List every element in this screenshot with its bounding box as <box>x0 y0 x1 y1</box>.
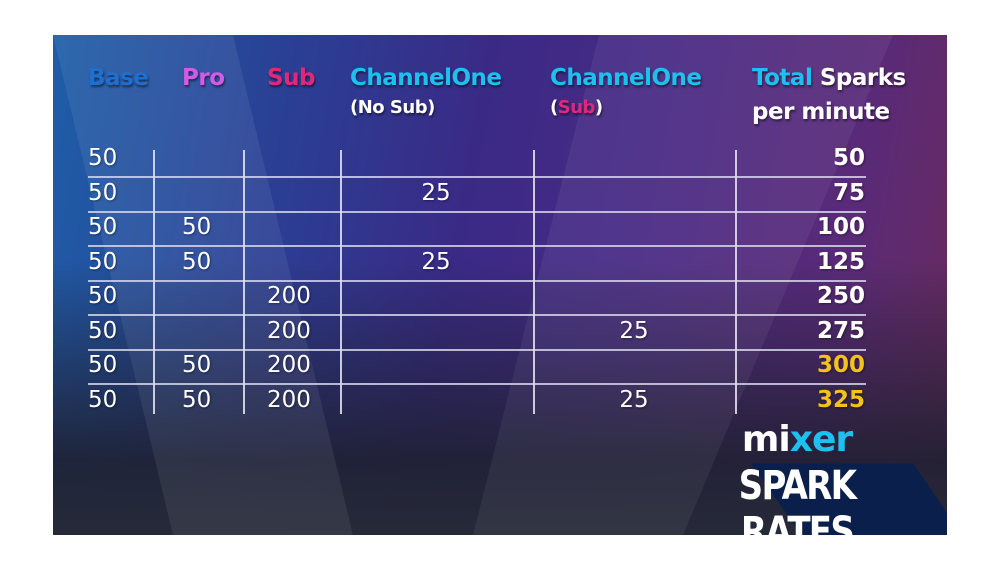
mixer-logo: mixer SPARK RATES <box>667 419 947 535</box>
cell-pro: 50 <box>182 249 212 275</box>
cell-total: 50 <box>832 145 865 171</box>
cell-base: 50 <box>88 214 118 240</box>
cell-total: 275 <box>816 318 865 344</box>
cell-sub: 200 <box>267 318 311 344</box>
column-divider <box>735 150 737 414</box>
header-ch1-sub: ChannelOne <box>550 65 702 91</box>
column-divider <box>243 150 245 414</box>
spark-rates-infographic: Base Pro Sub ChannelOne (No Sub) Channel… <box>53 35 947 535</box>
header-ch1-nosub-note: (No Sub) <box>350 97 435 118</box>
cell-sub: 200 <box>267 352 311 378</box>
cell-sub: 200 <box>267 387 311 413</box>
header-sub: Sub <box>267 65 315 91</box>
cell-total: 75 <box>832 180 865 206</box>
sub-word: Sub <box>557 97 596 118</box>
header-ch1-nosub: ChannelOne <box>350 65 502 91</box>
column-divider <box>533 150 535 414</box>
paren: ) <box>594 97 603 118</box>
cell-total: 100 <box>816 214 865 240</box>
cell-pro: 50 <box>182 352 212 378</box>
column-divider <box>340 150 342 414</box>
row-divider <box>88 211 866 213</box>
cell-pro: 50 <box>182 387 212 413</box>
cell-sub: 200 <box>267 283 311 309</box>
cell-base: 50 <box>88 145 118 171</box>
cell-base: 50 <box>88 318 118 344</box>
cell-base: 50 <box>88 283 118 309</box>
cell-total: 300 <box>816 352 865 378</box>
header-total-line2: per minute <box>752 99 890 125</box>
mixer-wordmark: mixer <box>741 419 853 460</box>
cell-base: 50 <box>88 180 118 206</box>
header-total: Total Sparks <box>752 65 906 91</box>
cell-total: 325 <box>816 387 865 413</box>
cell-ch1_nosub: 25 <box>421 180 451 206</box>
cell-ch1_sub: 25 <box>619 318 649 344</box>
cell-base: 50 <box>88 249 118 275</box>
total-word: Total <box>752 65 813 91</box>
row-divider <box>88 383 866 385</box>
cell-pro: 50 <box>182 214 212 240</box>
row-divider <box>88 176 866 178</box>
row-divider <box>88 280 866 282</box>
spark-rates-title: SPARK RATES <box>738 463 857 535</box>
cell-ch1_sub: 25 <box>619 387 649 413</box>
header-pro: Pro <box>182 65 225 91</box>
cell-ch1_nosub: 25 <box>421 249 451 275</box>
cell-base: 50 <box>88 352 118 378</box>
header-ch1-sub-note: (Sub) <box>550 97 603 118</box>
cell-total: 250 <box>816 283 865 309</box>
paren: ( <box>550 97 558 118</box>
cell-base: 50 <box>88 387 118 413</box>
cell-total: 125 <box>816 249 865 275</box>
row-divider <box>88 314 866 316</box>
row-divider <box>88 349 866 351</box>
sparks-word: Sparks <box>819 65 906 91</box>
row-divider <box>88 245 866 247</box>
column-divider <box>153 150 155 414</box>
header-base: Base <box>88 65 149 91</box>
